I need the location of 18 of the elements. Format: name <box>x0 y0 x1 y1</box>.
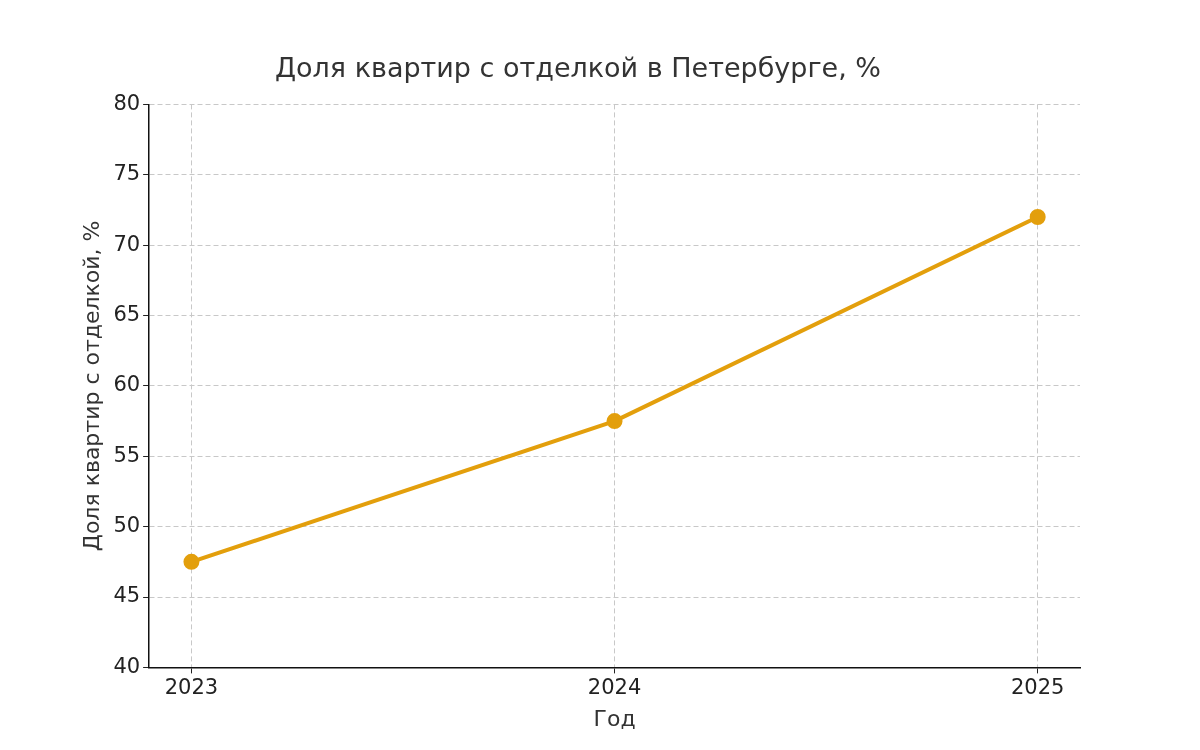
chart-title: Доля квартир с отделкой в Петербурге, % <box>274 52 882 84</box>
point <box>1029 209 1046 225</box>
y-tick-label: 75 <box>113 161 141 186</box>
x-tick-label: 2024 <box>587 675 642 700</box>
y-tick-label: 70 <box>113 231 141 256</box>
y-tick-label: 50 <box>113 513 141 538</box>
x-axis-title: Год <box>593 705 636 731</box>
y-tick-label: 60 <box>113 372 141 397</box>
y-axis-title: Доля квартир с отделкой, % <box>78 220 104 552</box>
point <box>606 413 623 430</box>
y-tick-label: 65 <box>113 301 141 326</box>
x-tick-label: 2025 <box>1010 675 1065 700</box>
x-tick-label: 2023 <box>164 675 219 700</box>
point <box>183 553 200 570</box>
y-tick-label: 55 <box>113 442 141 467</box>
y-tick-label: 80 <box>113 90 141 115</box>
y-tick-label: 40 <box>113 653 141 678</box>
y-tick-label: 45 <box>113 583 141 608</box>
